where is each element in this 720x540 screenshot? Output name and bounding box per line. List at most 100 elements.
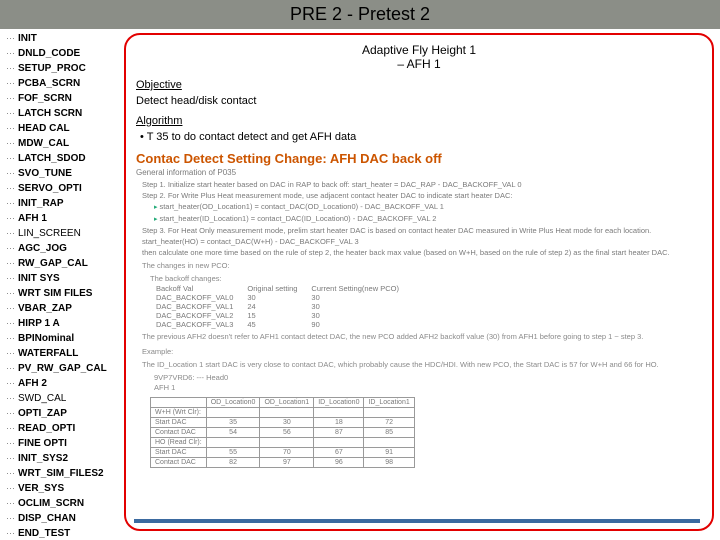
- sidebar-item[interactable]: ⋯WRT SIM FILES: [6, 286, 120, 301]
- backoff-table: Backoff ValOriginal settingCurrent Setti…: [156, 284, 413, 329]
- sidebar-item[interactable]: ⋯INIT: [6, 31, 120, 46]
- sidebar-item[interactable]: ⋯FINE OPTI: [6, 436, 120, 451]
- sidebar-item[interactable]: ⋯BPINominal: [6, 331, 120, 346]
- sidebar-item[interactable]: ⋯INIT_RAP: [6, 196, 120, 211]
- tree-marker-icon: ⋯: [6, 106, 15, 121]
- table-row: Start DAC35301872: [151, 418, 415, 428]
- sidebar-item-label: READ_OPTI: [18, 421, 75, 436]
- sidebar-item[interactable]: ⋯READ_OPTI: [6, 421, 120, 436]
- sidebar-item[interactable]: ⋯OPTI_ZAP: [6, 406, 120, 421]
- panel-heading-line1: Adaptive Fly Height 1: [362, 43, 476, 57]
- table-header-cell: [151, 398, 207, 408]
- step-line: Step 1. Initialize start heater based on…: [142, 179, 702, 190]
- step-line: start_heater(HO) = contact_DAC(W+H) - DA…: [142, 236, 702, 247]
- sidebar-item[interactable]: ⋯PV_RW_GAP_CAL: [6, 361, 120, 376]
- sidebar-item[interactable]: ⋯INIT SYS: [6, 271, 120, 286]
- sidebar-item-label: INIT_SYS2: [18, 451, 68, 466]
- sidebar-item[interactable]: ⋯DNLD_CODE: [6, 46, 120, 61]
- sidebar-item[interactable]: ⋯HEAD CAL: [6, 121, 120, 136]
- table-row: Contact DAC54568785: [151, 428, 415, 438]
- sidebar-item[interactable]: ⋯END_TEST: [6, 526, 120, 540]
- table-cell: [314, 408, 364, 418]
- embedded-title: Contac Detect Setting Change: AFH DAC ba…: [136, 151, 702, 166]
- sidebar-item-label: DNLD_CODE: [18, 46, 80, 61]
- sidebar-item[interactable]: ⋯MDW_CAL: [6, 136, 120, 151]
- sidebar-item[interactable]: ⋯LIN_SCREEN: [6, 226, 120, 241]
- sidebar-item-label: DISP_CHAN: [18, 511, 76, 526]
- table-cell: [314, 438, 364, 448]
- tree-marker-icon: ⋯: [6, 151, 15, 166]
- table-cell: 82: [206, 458, 260, 468]
- sidebar-item[interactable]: ⋯AFH 2: [6, 376, 120, 391]
- sidebar-item[interactable]: ⋯SVO_TUNE: [6, 166, 120, 181]
- sidebar-item-label: LATCH_SDOD: [18, 151, 86, 166]
- sidebar-item-label: LATCH SCRN: [18, 106, 82, 121]
- table-cell: 45: [247, 320, 311, 329]
- tree-marker-icon: ⋯: [6, 391, 15, 406]
- sidebar-item-label: AGC_JOG: [18, 241, 67, 256]
- table-cell: HO (Read Clr):: [151, 438, 207, 448]
- tree-marker-icon: ⋯: [6, 136, 15, 151]
- tree-marker-icon: ⋯: [6, 466, 15, 481]
- sidebar-item[interactable]: ⋯WATERFALL: [6, 346, 120, 361]
- sidebar-item[interactable]: ⋯FOF_SCRN: [6, 91, 120, 106]
- tree-marker-icon: ⋯: [6, 91, 15, 106]
- sidebar-item[interactable]: ⋯OCLIM_SCRN: [6, 496, 120, 511]
- table-cell: 54: [206, 428, 260, 438]
- table-cell: 91: [364, 448, 414, 458]
- sidebar-item-label: BPINominal: [18, 331, 74, 346]
- tree-marker-icon: ⋯: [6, 181, 15, 196]
- sidebar-item[interactable]: ⋯DISP_CHAN: [6, 511, 120, 526]
- sidebar-item[interactable]: ⋯SERVO_OPTI: [6, 181, 120, 196]
- table-header-cell: Original setting: [247, 284, 311, 293]
- example-label: Example:: [142, 347, 702, 357]
- sidebar-item[interactable]: ⋯VER_SYS: [6, 481, 120, 496]
- sidebar-item[interactable]: ⋯PCBA_SCRN: [6, 76, 120, 91]
- algorithm-heading: Algorithm: [136, 115, 702, 127]
- tree-marker-icon: ⋯: [6, 211, 15, 226]
- sidebar-item-label: HEAD CAL: [18, 121, 70, 136]
- tree-marker-icon: ⋯: [6, 121, 15, 136]
- table-cell: 97: [260, 458, 314, 468]
- tree-marker-icon: ⋯: [6, 481, 15, 496]
- table-row: Contact DAC82979698: [151, 458, 415, 468]
- table-cell: 30: [311, 302, 413, 311]
- sidebar-item[interactable]: ⋯SWD_CAL: [6, 391, 120, 406]
- tree-marker-icon: ⋯: [6, 286, 15, 301]
- sidebar-item[interactable]: ⋯INIT_SYS2: [6, 451, 120, 466]
- tree-marker-icon: ⋯: [6, 451, 15, 466]
- sidebar-item[interactable]: ⋯RW_GAP_CAL: [6, 256, 120, 271]
- sidebar-item[interactable]: ⋯LATCH SCRN: [6, 106, 120, 121]
- content-panel: Adaptive Fly Height 1 – AFH 1 Objective …: [124, 33, 714, 531]
- step-line: Step 2. For Write Plus Heat measurement …: [142, 190, 702, 201]
- sidebar-item[interactable]: ⋯WRT_SIM_FILES2: [6, 466, 120, 481]
- table-header-cell: ID_Location0: [314, 398, 364, 408]
- sidebar-item[interactable]: ⋯SETUP_PROC: [6, 61, 120, 76]
- tree-marker-icon: ⋯: [6, 436, 15, 451]
- embedded-slide: Contac Detect Setting Change: AFH DAC ba…: [136, 151, 702, 468]
- sidebar-item[interactable]: ⋯AGC_JOG: [6, 241, 120, 256]
- table-cell: Start DAC: [151, 418, 207, 428]
- prev-note: The previous AFH2 doesn't refer to AFH1 …: [142, 332, 702, 342]
- footer-bar: [134, 519, 700, 523]
- sidebar-item[interactable]: ⋯HIRP 1 A: [6, 316, 120, 331]
- table-cell: 18: [314, 418, 364, 428]
- sidebar-item[interactable]: ⋯LATCH_SDOD: [6, 151, 120, 166]
- table-row: Start DAC55706791: [151, 448, 415, 458]
- table-cell: W+H (Wrt Clr):: [151, 408, 207, 418]
- sidebar-item-label: SETUP_PROC: [18, 61, 86, 76]
- sidebar-item-label: VER_SYS: [18, 481, 64, 496]
- sidebar-item-label: END_TEST: [18, 526, 70, 540]
- tree-marker-icon: ⋯: [6, 316, 15, 331]
- sidebar-item-label: LIN_SCREEN: [18, 226, 81, 241]
- sidebar-item-label: HIRP 1 A: [18, 316, 60, 331]
- table-cell: 30: [311, 293, 413, 302]
- table-cell: 96: [314, 458, 364, 468]
- changes-label: The changes in new PCO:: [142, 261, 702, 271]
- tree-marker-icon: ⋯: [6, 226, 15, 241]
- tree-marker-icon: ⋯: [6, 271, 15, 286]
- sidebar-item[interactable]: ⋯AFH 1: [6, 211, 120, 226]
- sidebar-item[interactable]: ⋯VBAR_ZAP: [6, 301, 120, 316]
- sidebar-item-label: MDW_CAL: [18, 136, 69, 151]
- table-cell: Contact DAC: [151, 428, 207, 438]
